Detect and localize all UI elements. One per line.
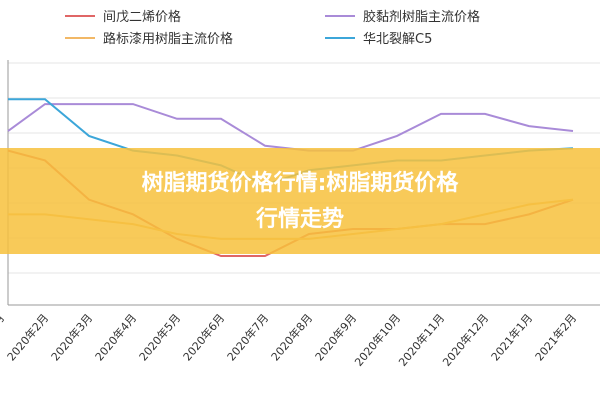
x-tick-label: 2020年4月	[92, 311, 139, 364]
x-tick-label: 2021年2月	[532, 311, 579, 364]
series-line	[7, 103, 574, 152]
x-tick-label: 2021年1月	[488, 311, 535, 364]
x-tick-label: 2020年6月	[180, 311, 227, 364]
legend-label: 胶黏剂树脂主流价格	[363, 9, 480, 25]
x-tick-label: 2020年9月	[312, 311, 359, 364]
x-tick-label: 2020年8月	[268, 311, 315, 364]
x-tick-label: 2020年3月	[48, 311, 95, 364]
legend-label: 华北裂解C5	[363, 32, 432, 47]
legend-label: 间戊二烯价格	[103, 9, 181, 25]
legend-label: 路标漆用树脂主流价格	[103, 31, 233, 47]
banner-line: 行情走势	[255, 206, 344, 232]
x-tick-label: 2020年12月	[439, 311, 491, 369]
banner: 树脂期货价格行情:树脂期货价格 行情走势	[0, 148, 600, 254]
banner-bg	[0, 148, 600, 254]
x-tick-label: 2020年2月	[4, 311, 51, 364]
x-tick-label: 2020年5月	[136, 311, 183, 364]
banner-line: 树脂期货价格行情:树脂期货价格	[142, 170, 460, 196]
x-tick-label: 2020年7月	[224, 311, 271, 364]
